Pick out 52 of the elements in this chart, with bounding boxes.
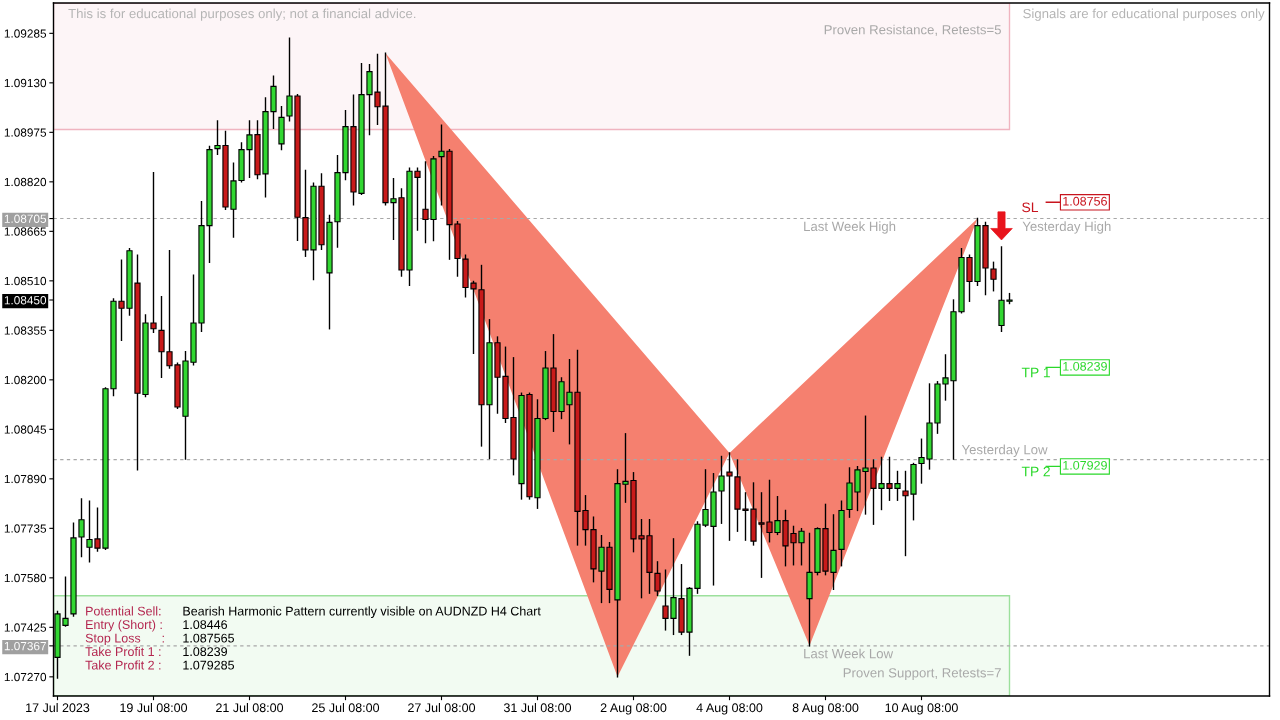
annotation: Stop Loss : — [85, 633, 164, 645]
band-label: Proven Support, Retests=7 — [843, 668, 1001, 681]
y-tick-label: 1.08665 — [4, 227, 47, 236]
candlestick — [654, 561, 661, 597]
annotation: Take Profit 1 : — [85, 646, 161, 657]
text: 1.08756 — [1063, 196, 1107, 206]
ref-line-label: Last Week High — [804, 221, 896, 234]
x-tick-label: 17 Jul 2023 — [26, 702, 90, 713]
y-tick-label: 1.08450 — [4, 296, 47, 305]
y-tick-label: 1.08820 — [4, 177, 47, 187]
y-tick-label: 1.08510 — [4, 276, 47, 286]
x-tick-label: 21 Jul 08:00 — [216, 702, 284, 713]
x-tick-label: 8 Aug 08:00 — [792, 703, 859, 715]
annotation: Potential Sell: — [86, 606, 161, 616]
ref-line-label: SL — [1022, 202, 1039, 213]
y-tick-label: 1.07270 — [4, 672, 47, 682]
y-tick-label: 1.08200 — [4, 375, 47, 385]
y-tick-label: 1.07367 — [4, 641, 46, 651]
annotation: Entry (Short) : — [86, 619, 162, 632]
annotation: 1.087565 — [183, 633, 235, 643]
x-tick-label: 25 Jul 08:00 — [312, 702, 380, 713]
y-tick-label: 1.07580 — [4, 573, 47, 583]
x-tick-label: 2 Aug 08:00 — [600, 703, 667, 715]
annotation: Take Profit 2 : — [85, 660, 161, 670]
x-tick-label: 19 Jul 08:00 — [120, 702, 188, 713]
annotation: 1.079285 — [183, 660, 235, 670]
ref-line-label: Last Week Low — [804, 648, 894, 659]
ref-line-label: Yesterday Low — [961, 444, 1048, 457]
y-tick-label: 1.08355 — [4, 326, 47, 335]
ref-line-label: TP 1 — [1021, 367, 1050, 378]
y-tick-label: 1.08705 — [4, 214, 47, 223]
x-tick-label: 10 Aug 08:00 — [885, 703, 958, 715]
x-tick-label: 27 Jul 08:00 — [408, 702, 476, 713]
y-tick-label: 1.08045 — [4, 425, 47, 434]
y-tick-label: 1.07890 — [4, 474, 47, 484]
x-tick-label: 31 Jul 08:00 — [503, 702, 572, 713]
y-tick-label: 1.07735 — [4, 524, 47, 533]
annotation: 1.08239 — [183, 647, 227, 657]
y-tick-label: 1.09285 — [4, 29, 47, 38]
annotation: This is for educational purposes only; not a financial advice. — [68, 8, 416, 21]
y-tick-label: 1.09130 — [4, 78, 47, 88]
y-tick-label: 1.08975 — [4, 128, 47, 137]
annotation: Bearish Harmonic Pattern currently visible on AUDNZD H4 Chart — [183, 606, 541, 618]
y-tick-label: 1.07425 — [4, 623, 47, 632]
band-label: Proven Resistance, Retests=5 — [824, 24, 1001, 36]
text: Signals are for educational purposes only — [1023, 8, 1265, 21]
ref-line-label: TP 2 — [1021, 466, 1050, 477]
text: 1.08239 — [1063, 361, 1107, 371]
annotation: 1.08446 — [183, 620, 228, 630]
annotation: Yesterday High — [1022, 221, 1111, 234]
x-tick-label: 4 Aug 08:00 — [696, 703, 763, 715]
text: 1.07929 — [1063, 460, 1107, 470]
